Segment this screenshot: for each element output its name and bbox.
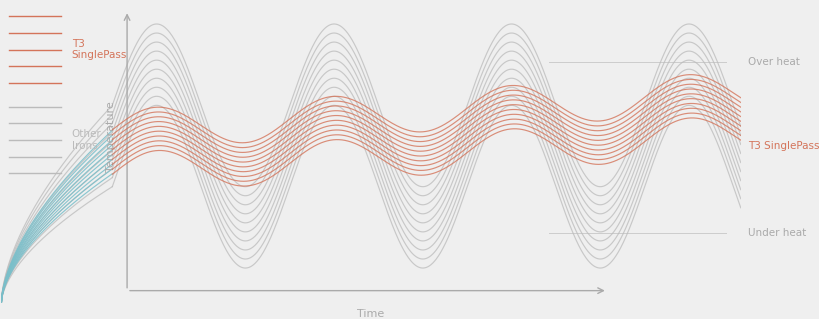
Text: Temperature: Temperature <box>106 102 115 172</box>
Text: T3 SinglePass: T3 SinglePass <box>747 141 819 151</box>
Text: Under heat: Under heat <box>747 228 805 238</box>
Text: Over heat: Over heat <box>747 57 799 67</box>
Text: Other
Irons: Other Irons <box>71 129 102 151</box>
Text: Time: Time <box>357 309 384 319</box>
Text: T3
SinglePass: T3 SinglePass <box>71 39 127 60</box>
